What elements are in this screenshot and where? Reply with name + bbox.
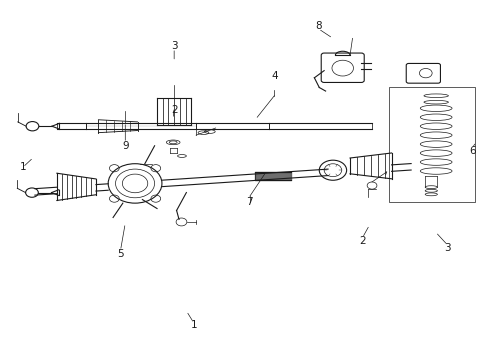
Text: 4: 4 (271, 71, 278, 81)
Text: 3: 3 (171, 41, 177, 50)
Text: 7: 7 (246, 197, 253, 207)
Text: 3: 3 (444, 243, 451, 253)
Bar (389, 87, 475, 202)
Text: 8: 8 (315, 21, 321, 31)
Text: 2: 2 (171, 105, 177, 115)
Text: 2: 2 (359, 236, 366, 246)
Text: 1: 1 (191, 320, 197, 330)
Text: 5: 5 (117, 248, 123, 258)
Text: 9: 9 (122, 141, 128, 151)
Text: 6: 6 (469, 146, 475, 156)
Text: 1: 1 (20, 162, 26, 172)
